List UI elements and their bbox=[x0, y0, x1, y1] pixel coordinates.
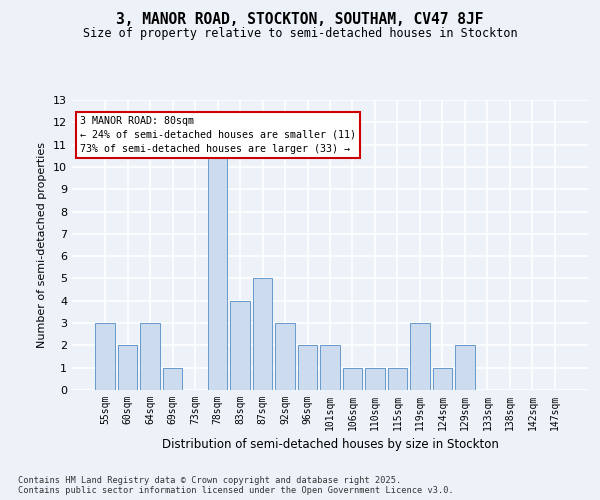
Text: Size of property relative to semi-detached houses in Stockton: Size of property relative to semi-detach… bbox=[83, 28, 517, 40]
Y-axis label: Number of semi-detached properties: Number of semi-detached properties bbox=[37, 142, 47, 348]
Bar bbox=[410, 323, 430, 390]
Bar bbox=[208, 144, 227, 390]
Bar bbox=[455, 346, 475, 390]
Bar bbox=[95, 323, 115, 390]
Text: 3 MANOR ROAD: 80sqm
← 24% of semi-detached houses are smaller (11)
73% of semi-d: 3 MANOR ROAD: 80sqm ← 24% of semi-detach… bbox=[80, 116, 356, 154]
Bar bbox=[230, 301, 250, 390]
X-axis label: Distribution of semi-detached houses by size in Stockton: Distribution of semi-detached houses by … bbox=[161, 438, 499, 452]
Bar bbox=[253, 278, 272, 390]
Bar bbox=[163, 368, 182, 390]
Bar bbox=[118, 346, 137, 390]
Bar bbox=[433, 368, 452, 390]
Text: 3, MANOR ROAD, STOCKTON, SOUTHAM, CV47 8JF: 3, MANOR ROAD, STOCKTON, SOUTHAM, CV47 8… bbox=[116, 12, 484, 28]
Bar bbox=[298, 346, 317, 390]
Bar bbox=[320, 346, 340, 390]
Bar bbox=[275, 323, 295, 390]
Bar bbox=[140, 323, 160, 390]
Bar bbox=[365, 368, 385, 390]
Bar bbox=[388, 368, 407, 390]
Text: Contains HM Land Registry data © Crown copyright and database right 2025.
Contai: Contains HM Land Registry data © Crown c… bbox=[18, 476, 454, 495]
Bar bbox=[343, 368, 362, 390]
